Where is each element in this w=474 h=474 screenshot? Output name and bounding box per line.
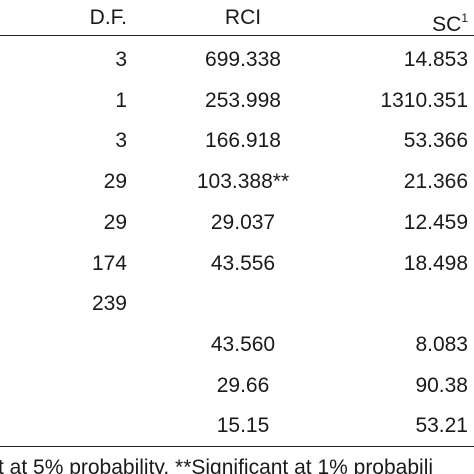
footnote: t at 5% probability. **Significant at 1%… [0, 456, 434, 474]
bottom-rule [0, 446, 474, 447]
sc-cell: 21.366 [403, 170, 468, 194]
rci-cell: 253.998 [205, 88, 281, 112]
rci-cell: 43.556 [210, 251, 276, 275]
header-rci: RCI [224, 6, 262, 29]
df-cell: 29 [103, 210, 127, 234]
header-df: D.F. [89, 6, 127, 29]
df-cell: 3 [115, 48, 127, 71]
sc-cell: 8.083 [415, 332, 468, 356]
df-cell: 174 [91, 251, 127, 275]
header-rule [0, 35, 474, 36]
sc-cell: 14.853 [403, 48, 468, 71]
rci-cell: 166.918 [205, 129, 281, 153]
df-cell: 239 [91, 292, 127, 316]
df-cell: 29 [103, 170, 127, 194]
rci-cell: 43.560 [210, 332, 276, 356]
df-cell: 3 [115, 129, 127, 153]
header-sc-note: 1 [461, 11, 468, 25]
sc-cell: 12.459 [403, 210, 468, 234]
rci-cell: 29.66 [216, 373, 270, 397]
sc-cell: 53.21 [415, 414, 468, 438]
sc-cell: 53.366 [403, 129, 468, 153]
header-sc: SC1 [432, 6, 468, 37]
rci-cell: 29.037 [210, 210, 276, 234]
rci-cell: 699.338 [205, 48, 281, 71]
rci-cell: 103.388** [196, 170, 290, 194]
sc-cell: 1310.351 [380, 88, 468, 112]
rci-cell: 15.15 [216, 414, 270, 438]
header-sc-text: SC [432, 13, 462, 36]
sc-cell: 90.38 [415, 373, 468, 397]
sc-cell: 18.498 [403, 251, 468, 275]
df-cell: 1 [115, 88, 127, 112]
